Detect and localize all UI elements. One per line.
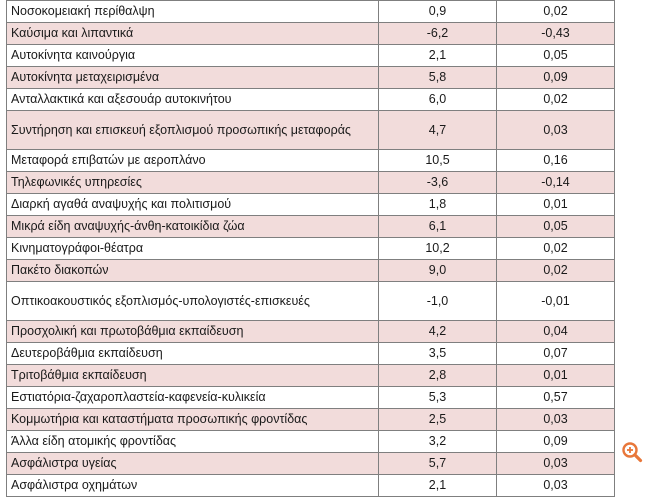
category-name-cell: Κομμωτήρια και καταστήματα προσωπικής φρ… — [6, 408, 379, 431]
contribution-cell: 0,03 — [496, 110, 615, 150]
category-name-cell: Μικρά είδη αναψυχής-άνθη-κατοικίδια ζώα — [6, 215, 379, 238]
zoom-in-icon — [622, 442, 643, 463]
category-name-cell: Καύσιμα και λιπαντικά — [6, 22, 379, 45]
annual-change-cell: 3,5 — [378, 342, 497, 365]
annual-change-cell: 9,0 — [378, 259, 497, 282]
zoom-button[interactable] — [620, 440, 644, 464]
table-row: Καύσιμα και λιπαντικά -6,2 -0,43 — [6, 22, 615, 45]
table-row: Συντήρηση και επισκευή εξοπλισμού προσωπ… — [6, 110, 615, 150]
table-row: Διαρκή αγαθά αναψυχής και πολιτισμού 1,8 0… — [6, 193, 615, 216]
table-row: Προσχολική και πρωτοβάθμια εκπαίδευση 4,2… — [6, 320, 615, 343]
category-name-cell: Αυτοκίνητα μεταχειρισμένα — [6, 66, 379, 89]
contribution-cell: 0,07 — [496, 342, 615, 365]
contribution-cell: 0,01 — [496, 193, 615, 216]
table-row: Κινηματογράφοι-θέατρα 10,2 0,02 — [6, 237, 615, 260]
table-row: Οπτικοακουστικός εξοπλισμός-υπολογιστές-… — [6, 281, 615, 321]
table-row: Ασφάλιστρα υγείας 5,7 0,03 — [6, 452, 615, 475]
category-name-cell: Πακέτο διακοπών — [6, 259, 379, 282]
contribution-cell: 0,09 — [496, 66, 615, 89]
annual-change-cell: 0,9 — [378, 0, 497, 23]
contribution-cell: 0,09 — [496, 430, 615, 453]
contribution-cell: 0,05 — [496, 44, 615, 67]
annual-change-cell: 6,1 — [378, 215, 497, 238]
category-name-cell: Ασφάλιστρα υγείας — [6, 452, 379, 475]
annual-change-cell: 2,1 — [378, 474, 497, 497]
category-name-cell: Προσχολική και πρωτοβάθμια εκπαίδευση — [6, 320, 379, 343]
category-name-cell: Νοσοκομειακή περίθαλψη — [6, 0, 379, 23]
data-table-container: Νοσοκομειακή περίθαλψη 0,9 0,02 Καύσιμα και… — [6, 0, 615, 497]
contribution-cell: -0,01 — [496, 281, 615, 321]
table-row: Μικρά είδη αναψυχής-άνθη-κατοικίδια ζώα 6… — [6, 215, 615, 238]
category-name-cell: Κινηματογράφοι-θέατρα — [6, 237, 379, 260]
category-name-cell: Οπτικοακουστικός εξοπλισμός-υπολογιστές-… — [6, 281, 379, 321]
category-name-cell: Ανταλλακτικά και αξεσουάρ αυτοκινήτου — [6, 88, 379, 111]
annual-change-cell: 5,8 — [378, 66, 497, 89]
contribution-cell: -0,43 — [496, 22, 615, 45]
table-row: Κομμωτήρια και καταστήματα προσωπικής φρ… — [6, 408, 615, 431]
contribution-cell: 0,16 — [496, 149, 615, 172]
table-row: Άλλα είδη ατομικής φροντίδας 3,2 0,09 — [6, 430, 615, 453]
annual-change-cell: -6,2 — [378, 22, 497, 45]
annual-change-cell: 1,8 — [378, 193, 497, 216]
contribution-cell: 0,02 — [496, 0, 615, 23]
contribution-cell: 0,03 — [496, 474, 615, 497]
annual-change-cell: 4,2 — [378, 320, 497, 343]
contribution-cell: -0,14 — [496, 171, 615, 194]
category-name-cell: Εστιατόρια-ζαχαροπλαστεία-καφενεία-κυλικ… — [6, 386, 379, 409]
table-row: Νοσοκομειακή περίθαλψη 0,9 0,02 — [6, 0, 615, 23]
category-name-cell: Άλλα είδη ατομικής φροντίδας — [6, 430, 379, 453]
contribution-cell: 0,02 — [496, 88, 615, 111]
category-name-cell: Τηλεφωνικές υπηρεσίες — [6, 171, 379, 194]
category-name-cell: Μεταφορά επιβατών με αεροπλάνο — [6, 149, 379, 172]
contribution-cell: 0,01 — [496, 364, 615, 387]
contribution-cell: 0,05 — [496, 215, 615, 238]
contribution-cell: 0,04 — [496, 320, 615, 343]
table-row: Πακέτο διακοπών 9,0 0,02 — [6, 259, 615, 282]
contribution-cell: 0,03 — [496, 452, 615, 475]
annual-change-cell: 2,5 — [378, 408, 497, 431]
table-row: Ανταλλακτικά και αξεσουάρ αυτοκινήτου 6,0… — [6, 88, 615, 111]
table-row: Αυτοκίνητα μεταχειρισμένα 5,8 0,09 — [6, 66, 615, 89]
cpi-table: Νοσοκομειακή περίθαλψη 0,9 0,02 Καύσιμα και… — [6, 0, 615, 497]
annual-change-cell: 10,5 — [378, 149, 497, 172]
table-row: Τηλεφωνικές υπηρεσίες -3,6 -0,14 — [6, 171, 615, 194]
annual-change-cell: 5,3 — [378, 386, 497, 409]
category-name-cell: Αυτοκίνητα καινούργια — [6, 44, 379, 67]
annual-change-cell: 10,2 — [378, 237, 497, 260]
annual-change-cell: 2,8 — [378, 364, 497, 387]
contribution-cell: 0,02 — [496, 237, 615, 260]
table-row: Ασφάλιστρα οχημάτων 2,1 0,03 — [6, 474, 615, 497]
table-row: Εστιατόρια-ζαχαροπλαστεία-καφενεία-κυλικ… — [6, 386, 615, 409]
table-row: Τριτοβάθμια εκπαίδευση 2,8 0,01 — [6, 364, 615, 387]
table-row: Δευτεροβάθμια εκπαίδευση 3,5 0,07 — [6, 342, 615, 365]
annual-change-cell: -3,6 — [378, 171, 497, 194]
table-body: Νοσοκομειακή περίθαλψη 0,9 0,02 Καύσιμα και… — [6, 0, 615, 497]
annual-change-cell: 3,2 — [378, 430, 497, 453]
category-name-cell: Διαρκή αγαθά αναψυχής και πολιτισμού — [6, 193, 379, 216]
category-name-cell: Συντήρηση και επισκευή εξοπλισμού προσωπ… — [6, 110, 379, 150]
annual-change-cell: 4,7 — [378, 110, 497, 150]
annual-change-cell: 6,0 — [378, 88, 497, 111]
contribution-cell: 0,57 — [496, 386, 615, 409]
category-name-cell: Δευτεροβάθμια εκπαίδευση — [6, 342, 379, 365]
category-name-cell: Τριτοβάθμια εκπαίδευση — [6, 364, 379, 387]
annual-change-cell: -1,0 — [378, 281, 497, 321]
contribution-cell: 0,03 — [496, 408, 615, 431]
annual-change-cell: 2,1 — [378, 44, 497, 67]
table-row: Μεταφορά επιβατών με αεροπλάνο 10,5 0,16 — [6, 149, 615, 172]
contribution-cell: 0,02 — [496, 259, 615, 282]
annual-change-cell: 5,7 — [378, 452, 497, 475]
table-row: Αυτοκίνητα καινούργια 2,1 0,05 — [6, 44, 615, 67]
category-name-cell: Ασφάλιστρα οχημάτων — [6, 474, 379, 497]
